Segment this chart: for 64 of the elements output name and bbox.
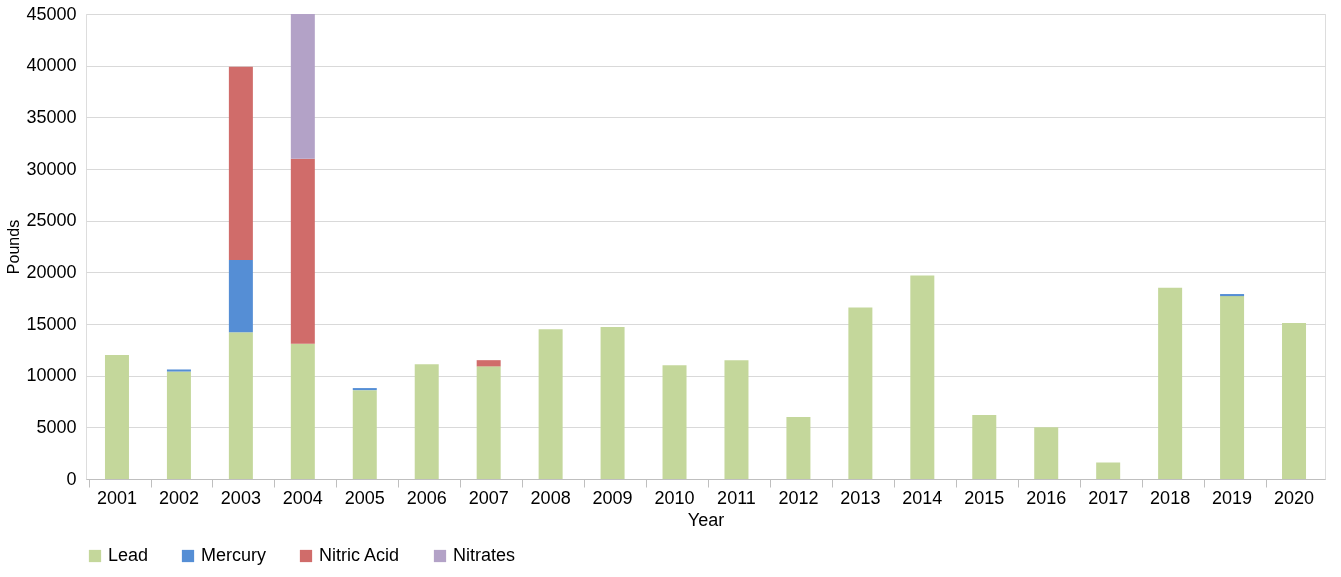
bar	[476, 366, 501, 479]
x-tick-label: 2012	[778, 487, 819, 508]
legend-label: Nitric Acid	[319, 545, 400, 565]
bar	[228, 66, 253, 260]
bar	[538, 329, 563, 479]
x-tick-label: 2004	[282, 487, 323, 508]
legend-label: Nitrates	[453, 545, 516, 565]
y-tick-label: 5000	[36, 416, 77, 437]
bar	[662, 365, 687, 479]
legend-label: Mercury	[201, 545, 267, 565]
x-axis-title: Year	[687, 509, 725, 530]
bar	[228, 332, 253, 479]
bar	[290, 14, 315, 159]
y-tick-label: 0	[66, 468, 77, 489]
bar	[290, 343, 315, 479]
x-tick-label: 2016	[1026, 487, 1067, 508]
bar	[352, 390, 377, 479]
bar	[476, 360, 501, 367]
x-tick-label: 2002	[158, 487, 199, 508]
x-tick-label: 2011	[717, 487, 756, 508]
x-tick-label: 2006	[406, 487, 447, 508]
x-tick-label: 2010	[654, 487, 695, 508]
x-tick-label: 2020	[1274, 487, 1315, 508]
y-tick-label: 45000	[26, 3, 77, 24]
x-tick-label: 2018	[1150, 487, 1191, 508]
bar	[104, 355, 129, 479]
bar	[910, 275, 935, 479]
bar	[166, 371, 191, 479]
y-axis-title: Pounds	[5, 219, 23, 275]
y-tick-label: 15000	[26, 313, 77, 334]
y-tick-label: 10000	[26, 365, 77, 386]
x-tick-label: 2013	[840, 487, 881, 508]
bar	[1158, 287, 1183, 479]
x-tick-label: 2001	[96, 487, 137, 508]
bar	[600, 327, 625, 479]
bar	[972, 414, 997, 479]
x-tick-label: 2017	[1088, 487, 1129, 508]
bar	[228, 259, 253, 333]
x-tick-label: 2003	[220, 487, 261, 508]
bar	[1282, 322, 1307, 479]
y-tick-label: 30000	[26, 158, 77, 179]
y-tick-label: 35000	[26, 106, 77, 127]
y-tick-label: 25000	[26, 210, 77, 231]
x-tick-label: 2009	[592, 487, 633, 508]
bar	[724, 360, 749, 479]
y-tick-label: 20000	[26, 261, 77, 282]
y-tick-label: 40000	[26, 55, 77, 76]
x-tick-label: 2005	[344, 487, 385, 508]
x-tick-label: 2008	[530, 487, 571, 508]
bar	[290, 158, 315, 344]
x-tick-label: 2007	[468, 487, 509, 508]
bar	[1220, 296, 1245, 479]
x-tick-label: 2015	[964, 487, 1005, 508]
bar	[1096, 462, 1121, 479]
bar	[1220, 294, 1245, 297]
bar	[848, 307, 873, 479]
bar	[352, 388, 377, 391]
x-tick-label: 2019	[1212, 487, 1253, 508]
legend-label: Lead	[108, 545, 149, 565]
bar	[166, 369, 191, 372]
x-tick-label: 2014	[902, 487, 943, 508]
bar	[1034, 427, 1059, 479]
bar	[786, 417, 811, 479]
bar	[414, 364, 439, 479]
